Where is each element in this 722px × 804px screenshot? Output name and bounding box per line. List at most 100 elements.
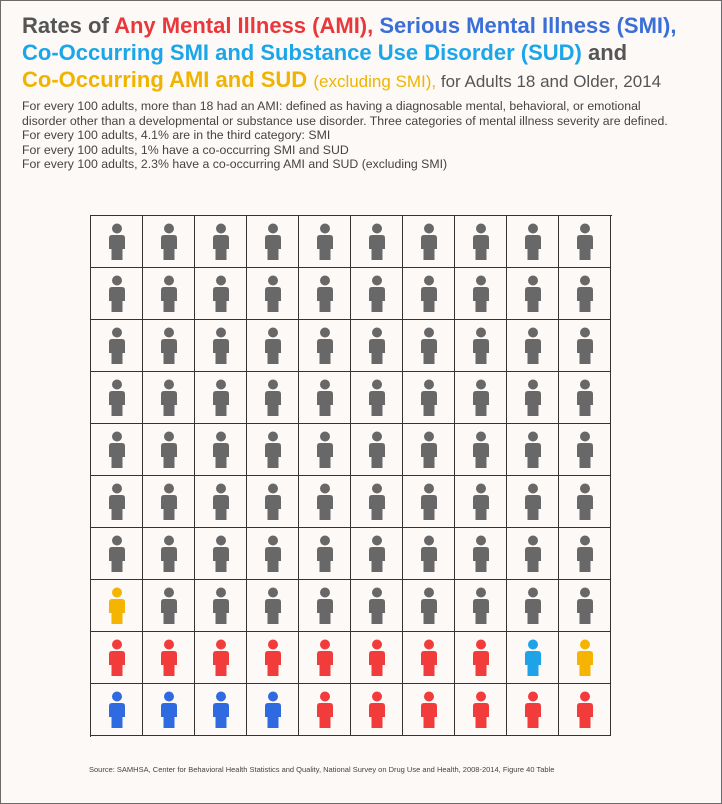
waffle-cell-none — [143, 580, 195, 632]
person-icon — [420, 379, 437, 416]
person-icon — [576, 379, 593, 416]
person-icon — [264, 223, 281, 260]
waffle-cell-none — [91, 528, 143, 580]
description-line: For every 100 adults, 4.1% are in the th… — [22, 128, 331, 142]
waffle-cell-none — [403, 268, 455, 320]
person-icon — [264, 587, 281, 624]
description-line: disorder other than a developmental or s… — [22, 113, 668, 128]
person-icon — [576, 483, 593, 520]
waffle-cell-none — [143, 424, 195, 476]
waffle-cell-none — [299, 268, 351, 320]
waffle-cell-none — [195, 476, 247, 528]
person-icon — [316, 379, 333, 416]
waffle-cell-none — [299, 528, 351, 580]
person-icon — [108, 379, 125, 416]
waffle-cell-none — [91, 320, 143, 372]
person-icon — [368, 587, 385, 624]
waffle-cell-none — [351, 372, 403, 424]
title-and: and — [581, 40, 628, 65]
person-icon — [368, 327, 385, 364]
waffle-cell-none — [455, 320, 507, 372]
waffle-cell-none — [351, 268, 403, 320]
waffle-cell-none — [299, 320, 351, 372]
person-icon — [160, 587, 177, 624]
waffle-cell-none — [247, 580, 299, 632]
waffle-cell-none — [195, 528, 247, 580]
person-icon — [316, 275, 333, 312]
person-icon — [160, 483, 177, 520]
person-icon — [576, 691, 593, 728]
waffle-cell-none — [455, 580, 507, 632]
waffle-cell-none — [299, 216, 351, 268]
person-icon — [524, 587, 541, 624]
waffle-cell-none — [455, 476, 507, 528]
person-icon — [212, 587, 229, 624]
person-icon — [576, 275, 593, 312]
person-icon — [420, 483, 437, 520]
person-icon — [420, 275, 437, 312]
waffle-cell-none — [559, 268, 611, 320]
source-note: Source: SAMHSA, Center for Behavioral He… — [89, 765, 555, 774]
waffle-cell-none — [299, 580, 351, 632]
waffle-cell-none — [559, 372, 611, 424]
waffle-cell-none — [143, 372, 195, 424]
waffle-cell-none — [455, 528, 507, 580]
person-icon — [420, 431, 437, 468]
person-icon — [108, 535, 125, 572]
title-ami: Any Mental Illness (AMI), — [114, 13, 374, 38]
waffle-cell-none — [455, 372, 507, 424]
waffle-cell-none — [507, 580, 559, 632]
waffle-cell-none — [143, 268, 195, 320]
waffle-cell-none — [247, 424, 299, 476]
person-icon — [108, 639, 125, 676]
description-line: For every 100 adults, 2.3% have a co-occ… — [22, 157, 448, 171]
waffle-cell-none — [403, 320, 455, 372]
person-icon — [264, 535, 281, 572]
person-icon — [368, 639, 385, 676]
waffle-cell-coami — [91, 580, 143, 632]
chart-title: Rates of Any Mental Illness (AMI), Serio… — [22, 12, 712, 95]
person-icon — [108, 223, 125, 260]
person-icon — [524, 535, 541, 572]
person-icon — [472, 379, 489, 416]
person-icon — [212, 431, 229, 468]
waffle-cell-ami — [455, 632, 507, 684]
waffle-cell-none — [247, 320, 299, 372]
waffle-cell-ami — [403, 632, 455, 684]
waffle-cell-none — [143, 320, 195, 372]
person-icon — [368, 483, 385, 520]
waffle-cell-none — [559, 320, 611, 372]
waffle-cell-none — [299, 476, 351, 528]
waffle-grid — [90, 215, 612, 737]
person-icon — [160, 223, 177, 260]
person-icon — [472, 275, 489, 312]
waffle-cell-smi — [195, 684, 247, 736]
waffle-cell-none — [559, 528, 611, 580]
title-smi: Serious Mental Illness (SMI), — [379, 13, 677, 38]
waffle-cell-ami — [507, 684, 559, 736]
person-icon — [420, 691, 437, 728]
waffle-cell-none — [195, 216, 247, 268]
person-icon — [472, 327, 489, 364]
waffle-cell-none — [559, 476, 611, 528]
waffle-cell-none — [91, 476, 143, 528]
person-icon — [212, 327, 229, 364]
person-icon — [108, 483, 125, 520]
title-cosmi: Co-Occurring SMI and Substance Use Disor… — [22, 40, 582, 65]
person-icon — [576, 431, 593, 468]
waffle-cell-none — [91, 372, 143, 424]
person-icon — [316, 483, 333, 520]
waffle-cell-ami — [351, 684, 403, 736]
person-icon — [316, 691, 333, 728]
person-icon — [108, 691, 125, 728]
person-icon — [160, 327, 177, 364]
title-prefix: Rates of — [22, 13, 115, 38]
person-icon — [264, 483, 281, 520]
waffle-cell-none — [351, 580, 403, 632]
person-icon — [316, 327, 333, 364]
person-icon — [316, 223, 333, 260]
person-icon — [264, 327, 281, 364]
waffle-cell-smi — [91, 684, 143, 736]
waffle-cell-none — [195, 580, 247, 632]
waffle-cell-ami — [455, 684, 507, 736]
